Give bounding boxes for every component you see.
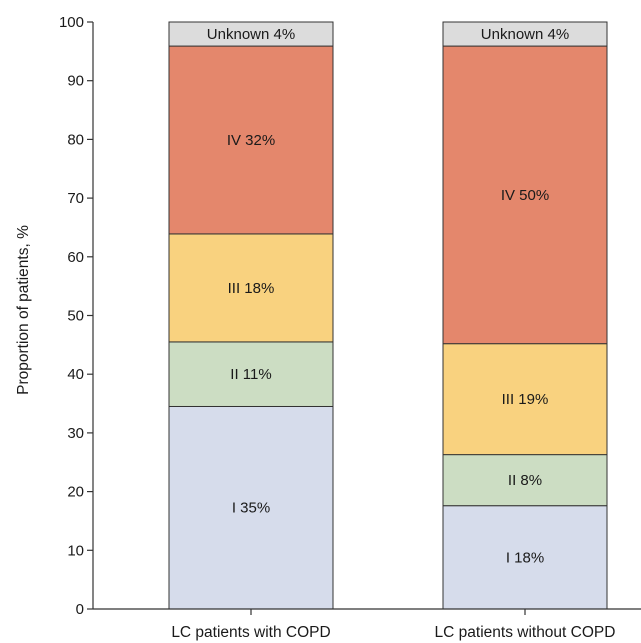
y-tick-label: 10 <box>67 542 84 559</box>
segment-label: III 18% <box>228 280 275 297</box>
x-category-label: LC patients with COPD <box>171 624 330 641</box>
segment-label: Unknown 4% <box>481 26 569 43</box>
segment-label: I 18% <box>506 549 544 566</box>
bar-segment-iv <box>442 45 608 345</box>
segment-label: II 11% <box>230 366 271 383</box>
y-tick-label: 30 <box>67 425 84 442</box>
bar-segment-i <box>168 405 334 610</box>
segment-label: Unknown 4% <box>207 26 295 43</box>
segment-label: IV 50% <box>501 187 549 204</box>
bar-segment-unknown <box>168 21 334 47</box>
bars-layer: I 35% II 11% III 18% IV 32% Unknown 4% I 18% I… <box>168 21 608 610</box>
segment-label: I 35% <box>232 500 270 517</box>
bar-segment-iv <box>168 45 334 235</box>
y-tick-label: 100 <box>59 14 84 31</box>
segment-label: II 8% <box>508 472 542 489</box>
y-axis: 0 10 20 30 40 50 60 70 80 90 100 <box>59 14 641 618</box>
y-tick-label: 90 <box>67 73 84 90</box>
y-tick-label: 70 <box>67 190 84 207</box>
segment-label: III 19% <box>502 391 549 408</box>
bar-segment-i <box>442 505 608 610</box>
y-tick-label: 0 <box>76 601 84 618</box>
y-tick-label: 20 <box>67 484 84 501</box>
y-axis-title: Proportion of patients, % <box>15 225 32 395</box>
x-category-label: LC patients without COPD <box>435 624 616 641</box>
category-labels: LC patients with COPD LC patients without… <box>171 609 615 641</box>
bar-segment-unknown <box>442 21 608 47</box>
y-tick-label: 60 <box>67 249 84 266</box>
y-tick-label: 80 <box>67 131 84 148</box>
y-tick-label: 50 <box>67 308 84 325</box>
bar-segment-ii <box>168 341 334 407</box>
y-tick-label: 40 <box>67 366 84 383</box>
bar-segment-ii <box>442 454 608 507</box>
bar-segment-iii <box>442 343 608 456</box>
segment-label: IV 32% <box>227 132 275 149</box>
